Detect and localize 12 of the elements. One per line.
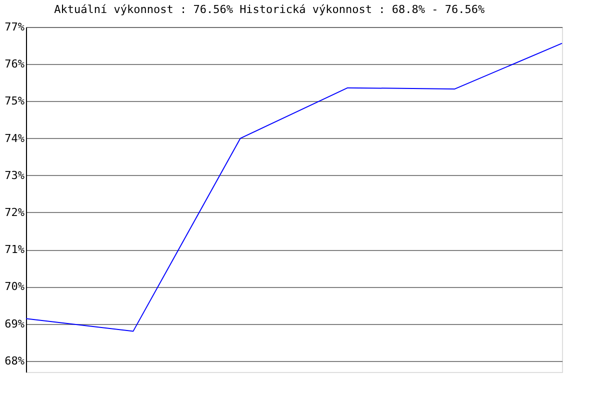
y-tick-label: 72%	[4, 206, 25, 219]
y-tick-label: 73%	[4, 168, 25, 182]
y-tick-label: 68%	[4, 354, 25, 368]
y-tick-label: 69%	[4, 317, 25, 330]
y-tick-label: 77%	[4, 20, 25, 34]
y-tick-label: 76%	[4, 58, 25, 71]
y-tick-label: 70%	[4, 280, 25, 294]
y-tick-label: 75%	[4, 94, 25, 108]
line-series	[26, 42, 562, 332]
y-tick-label: 74%	[4, 132, 25, 145]
chart-title: Aktuální výkonnost : 76.56% Historická výkonnost : 68.8% - 76.56%	[54, 3, 485, 16]
y-tick-label: 71%	[4, 243, 25, 256]
